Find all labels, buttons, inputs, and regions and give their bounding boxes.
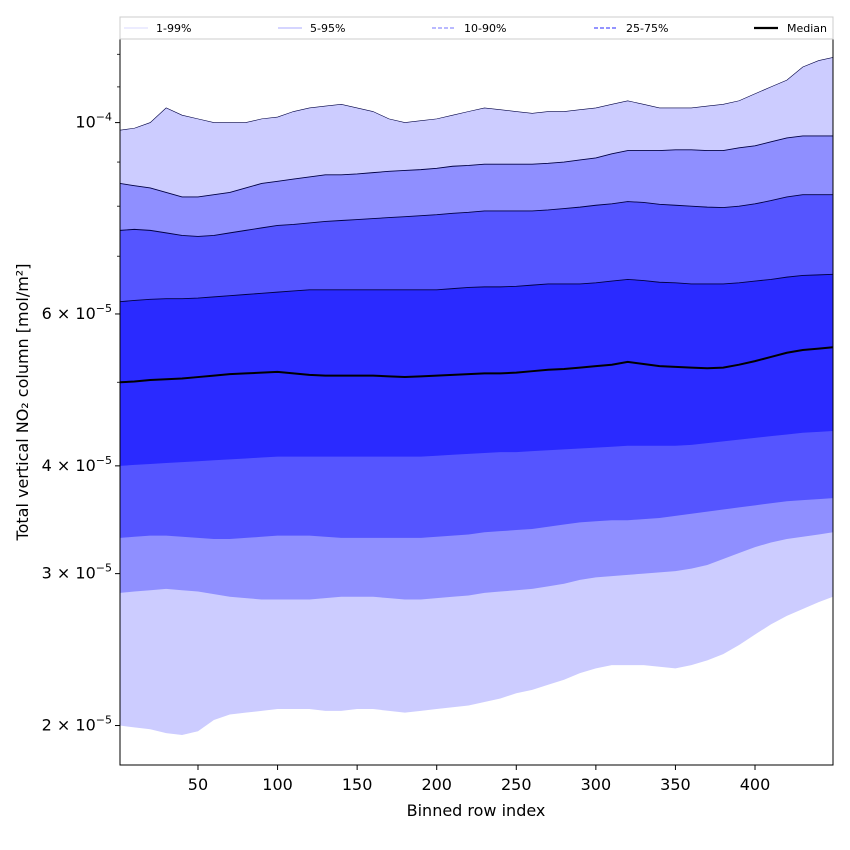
legend-label: 10-90%: [464, 22, 506, 35]
x-axis-label: Binned row index: [407, 801, 546, 820]
y-axis-label: Total vertical NO₂ column [mol/m²]: [13, 264, 32, 542]
legend-label: 5-95%: [310, 22, 345, 35]
y-tick-label: 6 × 10−5: [42, 302, 112, 323]
band-upper-edge-25-75%: [120, 273, 833, 303]
legend-label: 25-75%: [626, 22, 668, 35]
y-tick-label: 10−4: [75, 111, 112, 132]
x-tick-label: 200: [421, 775, 452, 794]
median-line: [120, 346, 833, 384]
band-upper-edge-1-99%: [120, 57, 833, 131]
x-tick-label: 150: [342, 775, 373, 794]
legend-label: 1-99%: [156, 22, 191, 35]
legend-box: [119, 16, 834, 40]
x-tick-label: 100: [262, 775, 293, 794]
band-upper-edge-10-90%: [120, 194, 833, 237]
y-tick-label: 4 × 10−5: [42, 454, 112, 475]
x-tick-label: 50: [188, 775, 208, 794]
x-tick-label: 300: [581, 775, 612, 794]
y-tick-label: 2 × 10−5: [42, 714, 112, 735]
x-tick-label: 350: [660, 775, 691, 794]
x-tick-label: 250: [501, 775, 532, 794]
legend: 1-99% 5-95% 10-90% 25-75% Median: [119, 16, 834, 40]
x-tick-label: 400: [740, 775, 771, 794]
legend-label: Median: [787, 22, 827, 35]
band-upper-edge-5-95%: [120, 135, 833, 198]
band-25-75%: [120, 274, 833, 466]
y-tick-label: 3 × 10−5: [42, 562, 112, 583]
